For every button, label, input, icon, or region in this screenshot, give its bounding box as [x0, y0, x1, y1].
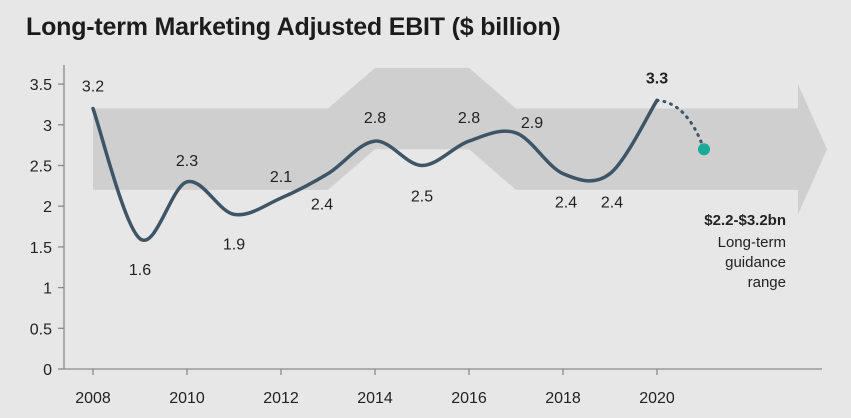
x-tick-label: 2010	[169, 390, 205, 407]
data-label: 2.3	[176, 153, 198, 170]
chart-title: Long-term Marketing Adjusted EBIT ($ bil…	[26, 13, 561, 41]
data-label: 2.5	[411, 189, 433, 206]
data-label: 2.8	[458, 110, 480, 127]
data-label: 3.2	[82, 79, 104, 96]
x-tick-label: 2008	[75, 390, 111, 407]
data-label: 2.4	[555, 195, 577, 212]
x-tick-label: 2018	[545, 390, 581, 407]
y-tick-label: 0	[43, 362, 52, 379]
y-tick-label: 3.5	[30, 77, 52, 94]
projection-point	[698, 143, 710, 156]
guidance-text-line-1: Long-term	[718, 234, 786, 251]
y-tick-label: 2.5	[30, 159, 52, 176]
x-tick-label: 2012	[263, 390, 299, 407]
series-line	[91, 98, 659, 243]
data-label: 2.9	[521, 115, 543, 132]
x-tick-label: 2016	[451, 390, 487, 407]
data-label: 2.4	[601, 195, 623, 212]
projection-line	[655, 98, 706, 151]
guidance-range-label: $2.2-$3.2bn	[704, 212, 786, 229]
data-label: 1.9	[223, 236, 245, 253]
data-label: 2.8	[364, 110, 386, 127]
x-tick-label: 2014	[357, 390, 393, 407]
y-tick-label: 2	[43, 199, 52, 216]
y-tick-label: 3	[43, 118, 52, 135]
data-label: 3.3	[646, 70, 668, 87]
guidance-band-arrow	[93, 67, 827, 215]
guidance-text-line-2: guidance	[725, 254, 786, 271]
y-tick-label: 1	[43, 281, 52, 298]
guidance-text-line-3: range	[748, 274, 786, 291]
y-tick-label: 1.5	[30, 240, 52, 257]
x-tick-label: 2020	[639, 390, 675, 407]
data-label: 1.6	[129, 262, 151, 279]
y-tick-label: 0.5	[30, 321, 52, 338]
data-label: 2.1	[270, 169, 292, 186]
data-label: 2.4	[311, 197, 333, 214]
